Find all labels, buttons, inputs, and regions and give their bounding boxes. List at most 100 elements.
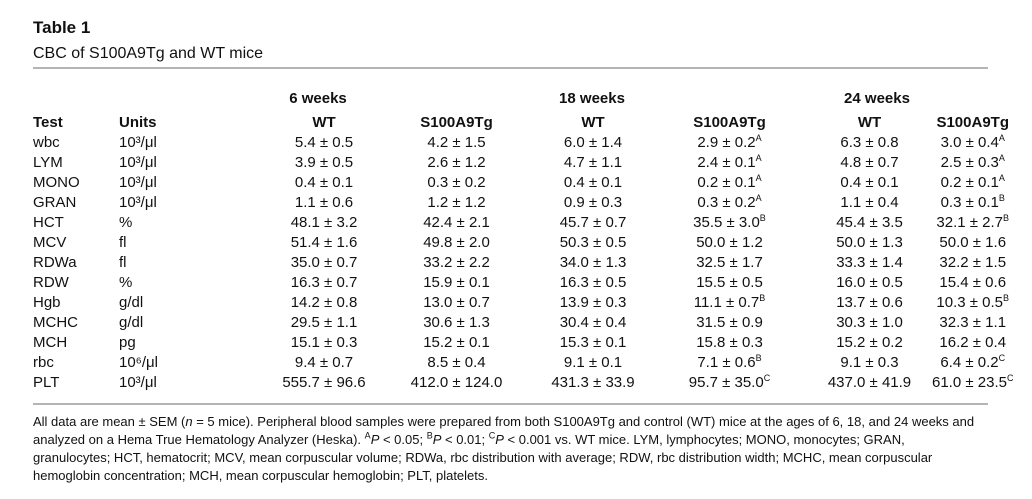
cell-6w-tg: 33.2 ± 2.2 <box>379 253 534 273</box>
cell-6w-wt: 15.1 ± 0.3 <box>269 333 379 353</box>
cell-value: 34.0 ± 1.3 <box>559 254 627 271</box>
cell-24w-wt: 30.3 ± 1.0 <box>807 313 932 333</box>
cell-18w-tg: 50.0 ± 1.2 <box>652 233 807 253</box>
cell-18w-tg: 35.5 ± 3.0B <box>652 213 807 233</box>
cell-units: fl <box>119 234 127 251</box>
cell-18w-wt: 4.7 ± 1.1 <box>534 153 652 173</box>
header-test: Test <box>33 114 63 131</box>
cell-24w-wt: 1.1 ± 0.4 <box>807 193 932 213</box>
cell-value: 4.2 ± 1.5 <box>427 134 486 151</box>
cell-6w-wt: 48.1 ± 3.2 <box>269 213 379 233</box>
cell-24w-tg: 16.2 ± 0.4 <box>932 333 1013 353</box>
header-6w-wt: WT <box>312 114 336 131</box>
cell-value: 555.7 ± 96.6 <box>282 374 366 391</box>
cell-value: 13.7 ± 0.6 <box>836 294 903 311</box>
cell-value: 0.4 ± 0.1 <box>840 174 899 191</box>
cell-value: 15.8 ± 0.3 <box>696 334 763 351</box>
cell-18w-wt: 45.7 ± 0.7 <box>534 213 652 233</box>
group-header-18-weeks: 18 weeks <box>559 90 625 107</box>
significance-marker: B <box>1003 293 1010 303</box>
group-header-24-weeks: 24 weeks <box>844 90 910 107</box>
cell-units: 10³/μl <box>119 154 157 171</box>
cell-18w-tg: 95.7 ± 35.0C <box>652 373 807 393</box>
cell-value: 0.2 ± 0.1 <box>697 174 756 191</box>
cell-test: MONO <box>33 174 80 191</box>
significance-marker: C <box>998 353 1006 363</box>
cell-18w-wt: 16.3 ± 0.5 <box>534 273 652 293</box>
cell-24w-tg: 32.1 ± 2.7B <box>932 213 1013 233</box>
cell-value: 0.4 ± 0.1 <box>294 174 354 191</box>
cell-value: 45.4 ± 3.5 <box>836 214 903 231</box>
cell-value: 15.2 ± 0.1 <box>423 334 490 351</box>
cell-units: g/dl <box>119 314 144 331</box>
cell-value: 2.4 ± 0.1 <box>697 154 756 171</box>
cell-units: 10⁶/μl <box>119 354 159 371</box>
cell-value: 15.5 ± 0.5 <box>696 274 763 291</box>
cell-6w-wt: 5.4 ± 0.5 <box>269 133 379 153</box>
significance-marker: C <box>1006 373 1014 383</box>
cell-value: 6.4 ± 0.2 <box>940 354 999 371</box>
cell-value: 0.9 ± 0.3 <box>563 194 623 211</box>
table-body: wbc 10³/μl 5.4 ± 0.5 4.2 ± 1.5 6.0 ± 1.4 2.9 … <box>33 133 1013 393</box>
cell-18w-tg: 0.3 ± 0.2A <box>652 193 807 213</box>
cell-6w-tg: 49.8 ± 2.0 <box>379 233 534 253</box>
table-row: GRAN 10³/μl 1.1 ± 0.6 1.2 ± 1.2 0.9 ± 0.3 0.3… <box>33 193 1013 213</box>
cell-24w-wt: 16.0 ± 0.5 <box>807 273 932 293</box>
cell-24w-wt: 9.1 ± 0.3 <box>807 353 932 373</box>
cell-24w-wt: 15.2 ± 0.2 <box>807 333 932 353</box>
bottom-divider <box>33 403 988 405</box>
cell-units: 10³/μl <box>119 374 157 391</box>
cell-value: 16.3 ± 0.5 <box>559 274 627 291</box>
cell-value: 0.2 ± 0.1 <box>940 174 999 191</box>
cell-test: HCT <box>33 214 64 231</box>
cell-value: 10.3 ± 0.5 <box>936 294 1004 311</box>
cell-value: 2.5 ± 0.3 <box>940 154 999 171</box>
cell-24w-tg: 50.0 ± 1.6 <box>932 233 1013 253</box>
cell-18w-wt: 13.9 ± 0.3 <box>534 293 652 313</box>
cell-value: 33.2 ± 2.2 <box>423 254 490 271</box>
cell-18w-wt: 50.3 ± 0.5 <box>534 233 652 253</box>
cell-value: 50.0 ± 1.6 <box>939 234 1007 251</box>
cell-24w-wt: 50.0 ± 1.3 <box>807 233 932 253</box>
cell-value: 15.1 ± 0.3 <box>290 334 358 351</box>
cell-units: g/dl <box>119 294 144 311</box>
cell-6w-wt: 29.5 ± 1.1 <box>269 313 379 333</box>
cell-value: 0.4 ± 0.1 <box>563 174 623 191</box>
cell-18w-tg: 0.2 ± 0.1A <box>652 173 807 193</box>
cell-value: 1.1 ± 0.6 <box>294 194 354 211</box>
cell-units: 10³/μl <box>119 174 157 191</box>
cell-value: 51.4 ± 1.6 <box>290 234 358 251</box>
cell-value: 15.4 ± 0.6 <box>939 274 1007 291</box>
cell-6w-tg: 1.2 ± 1.2 <box>379 193 534 213</box>
table-footnote: All data are mean ± SEM (n = 5 mice). Pe… <box>33 414 975 483</box>
cell-value: 9.1 ± 0.1 <box>563 354 623 371</box>
cell-value: 61.0 ± 23.5 <box>932 374 1007 391</box>
table-caption: CBC of S100A9Tg and WT mice <box>33 45 264 62</box>
cell-6w-tg: 2.6 ± 1.2 <box>379 153 534 173</box>
cell-value: 13.9 ± 0.3 <box>559 294 627 311</box>
cell-6w-wt: 35.0 ± 0.7 <box>269 253 379 273</box>
cell-value: 1.1 ± 0.4 <box>840 194 899 211</box>
cell-value: 16.0 ± 0.5 <box>836 274 903 291</box>
cell-units: pg <box>119 334 136 351</box>
cell-24w-tg: 3.0 ± 0.4A <box>932 133 1013 153</box>
cell-value: 50.0 ± 1.2 <box>696 234 763 251</box>
table-row: MCH pg 15.1 ± 0.3 15.2 ± 0.1 15.3 ± 0.1 15.8 … <box>33 333 1013 353</box>
cell-18w-wt: 0.9 ± 0.3 <box>534 193 652 213</box>
cell-units: % <box>119 274 133 291</box>
header-18w-wt: WT <box>581 114 605 131</box>
cell-value: 13.0 ± 0.7 <box>423 294 490 311</box>
cell-value: 95.7 ± 35.0 <box>688 374 764 391</box>
cell-18w-tg: 2.4 ± 0.1A <box>652 153 807 173</box>
cell-test: MCH <box>33 334 68 351</box>
cell-24w-tg: 10.3 ± 0.5B <box>932 293 1013 313</box>
cell-units: % <box>119 214 133 231</box>
cell-18w-wt: 431.3 ± 33.9 <box>534 373 652 393</box>
cell-value: 8.5 ± 0.4 <box>427 354 486 371</box>
table-row: HCT% 48.1 ± 3.2 42.4 ± 2.1 45.7 ± 0.7 35.5 ±… <box>33 213 1013 233</box>
cell-test: rbc <box>33 354 54 371</box>
cell-value: 42.4 ± 2.1 <box>423 214 490 231</box>
cell-test: MCHC <box>33 314 78 331</box>
significance-marker: A <box>755 133 762 143</box>
significance-marker: B <box>759 213 766 223</box>
